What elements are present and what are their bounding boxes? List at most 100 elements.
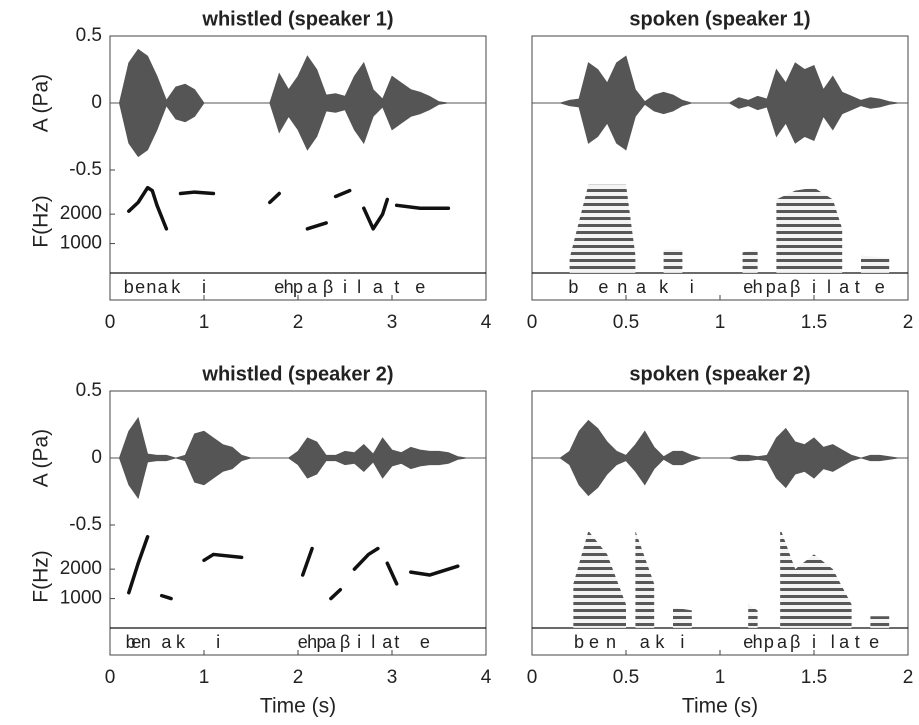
f-axis-label: F(Hz) [30, 550, 53, 602]
phoneme-label: a [307, 277, 318, 297]
pitch-trace [127, 535, 460, 601]
x-tick-label: 1 [715, 667, 726, 688]
phoneme-label: n [606, 632, 616, 652]
panel-title: spoken (speaker 2) [629, 363, 810, 385]
phoneme-label: β [323, 277, 333, 297]
x-tick-label: 1 [715, 312, 726, 333]
x-tick-label: 0 [527, 667, 538, 688]
phoneme-label: a [636, 277, 647, 297]
phoneme-label: k [171, 277, 181, 297]
phoneme-label: t [394, 277, 399, 297]
phoneme-label: a [373, 277, 384, 297]
phoneme-label: t [855, 277, 860, 297]
f-axis-label: F(Hz) [30, 195, 53, 247]
phoneme-label: a [382, 632, 393, 652]
phoneme-label: l [357, 277, 361, 297]
spectrogram [569, 184, 890, 273]
phoneme-label: e [415, 277, 425, 297]
x-tick-label: 2 [293, 312, 304, 333]
y-tick-label: 0 [91, 92, 102, 113]
phoneme-label: e [135, 277, 145, 297]
phoneme-label: p [293, 277, 303, 297]
panel-frame [109, 390, 487, 656]
f-tick-label: 2000 [60, 203, 102, 224]
y-tick-label: -0.5 [69, 514, 102, 535]
x-tick-label: 2 [903, 667, 914, 688]
phoneme-label: k [655, 632, 665, 652]
waveform [532, 419, 908, 497]
phoneme-label: i [343, 277, 347, 297]
phoneme-label: b [574, 632, 584, 652]
phoneme-label: a [158, 277, 169, 297]
phoneme-label: l [831, 632, 835, 652]
phoneme-label: i [202, 277, 206, 297]
x-tick-label: 4 [481, 312, 492, 333]
phoneme-label: i [680, 632, 684, 652]
phoneme-label: β [790, 632, 800, 652]
x-tick-label: 1.5 [801, 667, 827, 688]
phoneme-label: t [394, 632, 399, 652]
x-axis-label: Time (s) [260, 695, 336, 718]
panel-title: spoken (speaker 1) [629, 8, 810, 30]
f-tick-label: 2000 [60, 558, 102, 579]
pitch-trace [127, 185, 451, 231]
x-tick-label: 3 [387, 667, 398, 688]
waveform [110, 48, 486, 158]
f-tick-label: 1000 [60, 588, 102, 609]
y-tick-label: 0.5 [76, 380, 102, 401]
phoneme-label: i [812, 632, 816, 652]
x-tick-label: 3 [387, 312, 398, 333]
phoneme-label: k [659, 277, 669, 297]
phoneme-label: h [753, 277, 763, 297]
x-tick-label: 2 [293, 667, 304, 688]
phoneme-label: e [131, 632, 141, 652]
phoneme-label: e [598, 277, 608, 297]
phoneme-label: i [812, 277, 816, 297]
phoneme-label: k [176, 632, 186, 652]
phoneme-label: i [357, 632, 361, 652]
phoneme-label: i [690, 277, 694, 297]
waveform [110, 416, 486, 500]
phoneme-label: h [307, 632, 317, 652]
panel-title: whistled (speaker 2) [201, 363, 393, 385]
phoneme-label: a [839, 277, 850, 297]
phoneme-label: a [777, 277, 788, 297]
panel-title: whistled (speaker 1) [201, 8, 393, 30]
y-tick-label: 0.5 [76, 25, 102, 46]
y-tick-label: -0.5 [69, 159, 102, 180]
phoneme-label: e [420, 632, 430, 652]
phoneme-label: h [284, 277, 294, 297]
x-tick-label: 0.5 [613, 312, 639, 333]
phoneme-label: e [869, 632, 879, 652]
phoneme-label: n [146, 277, 156, 297]
phoneme-label: i [216, 632, 220, 652]
phoneme-label: p [764, 632, 774, 652]
phoneme-label: e [274, 277, 284, 297]
phoneme-label: t [855, 632, 860, 652]
phoneme-label: l [827, 277, 831, 297]
y-tick-label: 0 [91, 447, 102, 468]
x-tick-label: 0 [105, 667, 116, 688]
y-axis-label: A (Pa) [30, 429, 53, 487]
x-tick-label: 4 [481, 667, 492, 688]
phoneme-label: e [743, 277, 753, 297]
phoneme-label: e [743, 632, 753, 652]
phoneme-label: b [126, 632, 136, 652]
phoneme-label: a [326, 632, 337, 652]
phoneme-label: h [753, 632, 763, 652]
phoneme-label: n [141, 632, 151, 652]
phoneme-label: p [766, 277, 776, 297]
x-axis-label: Time (s) [682, 695, 758, 718]
phoneme-label: l [371, 632, 375, 652]
y-axis-label: A (Pa) [30, 74, 53, 132]
phoneme-label: e [298, 632, 308, 652]
phoneme-label: a [777, 632, 788, 652]
x-tick-label: 2 [903, 312, 914, 333]
x-tick-label: 1 [199, 312, 210, 333]
x-tick-label: 1.5 [801, 312, 827, 333]
x-tick-label: 0.5 [613, 667, 639, 688]
phoneme-label: b [568, 277, 578, 297]
phoneme-label: β [790, 277, 800, 297]
